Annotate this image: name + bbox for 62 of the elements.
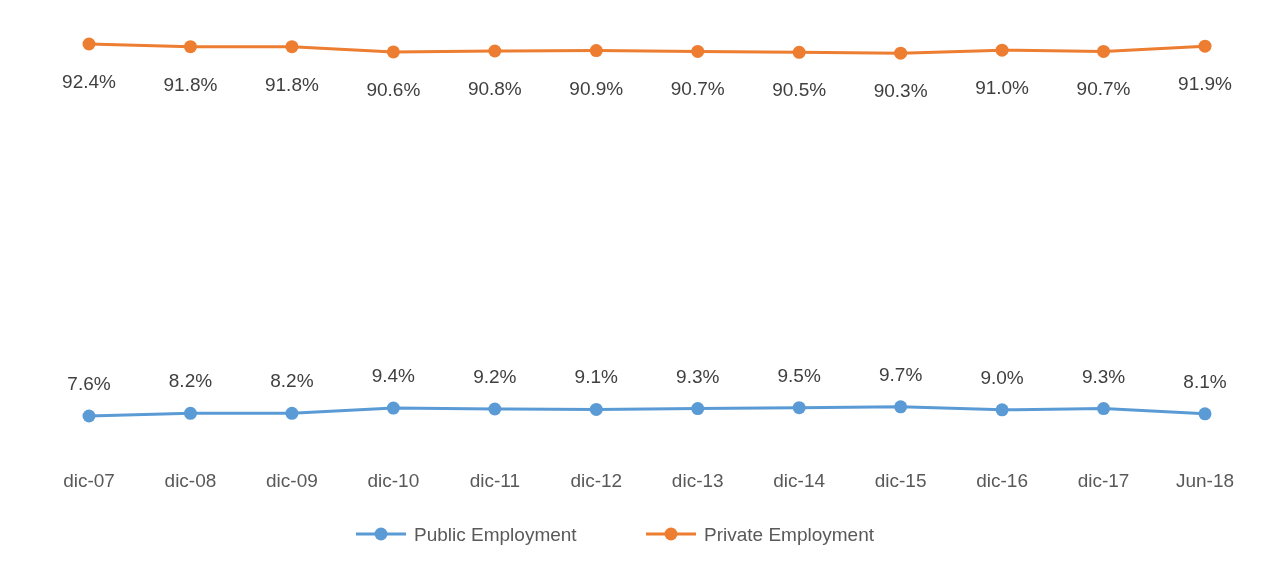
data-label: 9.5% — [777, 364, 821, 386]
point — [995, 403, 1009, 417]
point — [183, 40, 197, 54]
legend-label: Public Employment — [414, 524, 578, 545]
point — [1097, 402, 1111, 416]
data-label: 7.6% — [67, 373, 111, 394]
point — [82, 409, 96, 423]
x-tick-label: dic-17 — [1077, 470, 1130, 491]
point — [488, 402, 502, 416]
data-label: 8.1% — [1183, 370, 1227, 392]
legend-label: Private Employment — [704, 524, 875, 545]
data-label: 90.8% — [467, 78, 522, 100]
x-tick-label: Jun-18 — [1175, 470, 1235, 491]
data-label: 9.0% — [980, 366, 1024, 388]
x-tick-label: dic-08 — [164, 470, 217, 491]
point — [386, 45, 400, 59]
data-label: 90.9% — [569, 77, 624, 99]
point — [894, 400, 908, 414]
point — [386, 401, 400, 415]
data-label: 90.7% — [670, 78, 725, 100]
data-label: 91.8% — [163, 73, 218, 95]
data-label: 91.0% — [975, 77, 1030, 99]
data-label: 91.8% — [264, 73, 319, 95]
point — [792, 401, 806, 415]
point — [691, 44, 705, 58]
data-label: 9.2% — [473, 365, 517, 387]
data-label: 90.5% — [772, 79, 827, 101]
data-label: 9.3% — [1081, 365, 1126, 387]
point — [183, 406, 197, 420]
point — [589, 44, 603, 58]
x-tick-label: dic-12 — [570, 470, 623, 491]
data-label: 90.3% — [873, 80, 928, 102]
x-tick-label: dic-15 — [874, 470, 927, 491]
data-label: 9.7% — [878, 363, 923, 385]
point — [82, 37, 96, 51]
x-tick-label: dic-14 — [773, 470, 826, 491]
point — [1097, 44, 1111, 58]
x-tick-label: dic-16 — [976, 470, 1028, 491]
point — [285, 40, 299, 54]
data-label: 9.4% — [371, 365, 416, 387]
x-tick-label: dic-11 — [469, 470, 520, 491]
data-label: 8.2% — [270, 370, 314, 392]
point — [792, 45, 806, 59]
point — [488, 44, 502, 58]
point — [285, 406, 299, 420]
x-tick-label: dic-09 — [266, 470, 318, 491]
point — [995, 43, 1009, 57]
data-label: 90.6% — [366, 78, 421, 100]
data-label: 90.7% — [1076, 78, 1131, 100]
point — [1198, 39, 1212, 53]
point — [691, 402, 705, 416]
data-label: 9.3% — [676, 365, 720, 387]
data-label: 92.4% — [62, 71, 117, 92]
data-label: 91.9% — [1178, 73, 1233, 95]
data-label: 9.1% — [574, 366, 619, 388]
data-label: 8.2% — [168, 370, 213, 392]
x-tick-label: dic-07 — [63, 470, 115, 491]
point — [894, 46, 908, 60]
x-tick-label: dic-10 — [367, 470, 420, 491]
point — [1198, 407, 1212, 421]
x-tick-label: dic-13 — [671, 470, 724, 491]
point — [589, 402, 603, 416]
